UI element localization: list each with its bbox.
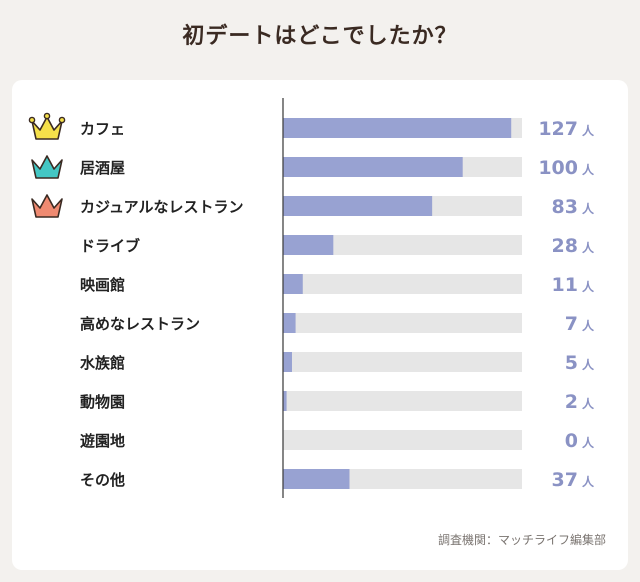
category-label: カジュアルなレストラン — [80, 198, 244, 216]
unit-label: 人 — [582, 435, 595, 450]
unit-label: 人 — [582, 279, 595, 294]
value-label: 37 — [552, 469, 578, 491]
category-label: 映画館 — [80, 276, 125, 294]
bar-track — [283, 313, 522, 333]
category-label: 動物園 — [80, 393, 125, 411]
bar — [283, 157, 463, 177]
bar-track — [283, 391, 522, 411]
category-label: ドライブ — [80, 237, 140, 255]
bar — [283, 313, 296, 333]
unit-label: 人 — [582, 162, 595, 177]
chart-card: カフェ 127 人居酒屋 100 人カジュアルなレストラン 83 人ドライブ 28 人映画館 11… — [12, 80, 628, 570]
value-label: 7 — [565, 313, 578, 335]
bar — [283, 274, 303, 294]
bar-track — [283, 274, 522, 294]
bar-track — [283, 352, 522, 372]
bar-track — [283, 235, 522, 255]
value-label: 5 — [565, 352, 578, 374]
chart-title: 初デートはどこでしたか？ — [182, 24, 458, 49]
bar — [283, 352, 292, 372]
bar — [283, 235, 334, 255]
value-label: 127 — [538, 118, 578, 140]
unit-label: 人 — [582, 474, 595, 489]
category-label: 高めなレストラン — [80, 315, 200, 333]
bar — [283, 469, 350, 489]
category-label: その他 — [80, 471, 125, 489]
unit-label: 人 — [582, 396, 595, 411]
unit-label: 人 — [582, 123, 595, 138]
unit-label: 人 — [582, 240, 595, 255]
category-label: 居酒屋 — [80, 159, 125, 177]
value-label: 83 — [552, 196, 578, 218]
bar-track — [283, 430, 522, 450]
crown-coral-icon — [31, 194, 63, 218]
unit-label: 人 — [582, 318, 595, 333]
value-label: 2 — [565, 391, 578, 413]
category-label: カフェ — [80, 120, 125, 138]
bar — [283, 118, 512, 138]
bar — [283, 391, 287, 411]
source-note: 調査機関：マッチライフ編集部 — [437, 533, 606, 547]
category-label: 遊園地 — [80, 432, 125, 450]
crown-gold-icon — [28, 112, 66, 140]
bar — [283, 196, 433, 216]
value-label: 100 — [538, 157, 578, 179]
value-label: 28 — [552, 235, 578, 257]
unit-label: 人 — [582, 357, 595, 372]
value-label: 11 — [552, 274, 578, 296]
unit-label: 人 — [582, 201, 595, 216]
category-label: 水族館 — [80, 354, 125, 372]
crown-teal-icon — [31, 155, 63, 179]
value-label: 0 — [565, 430, 578, 452]
